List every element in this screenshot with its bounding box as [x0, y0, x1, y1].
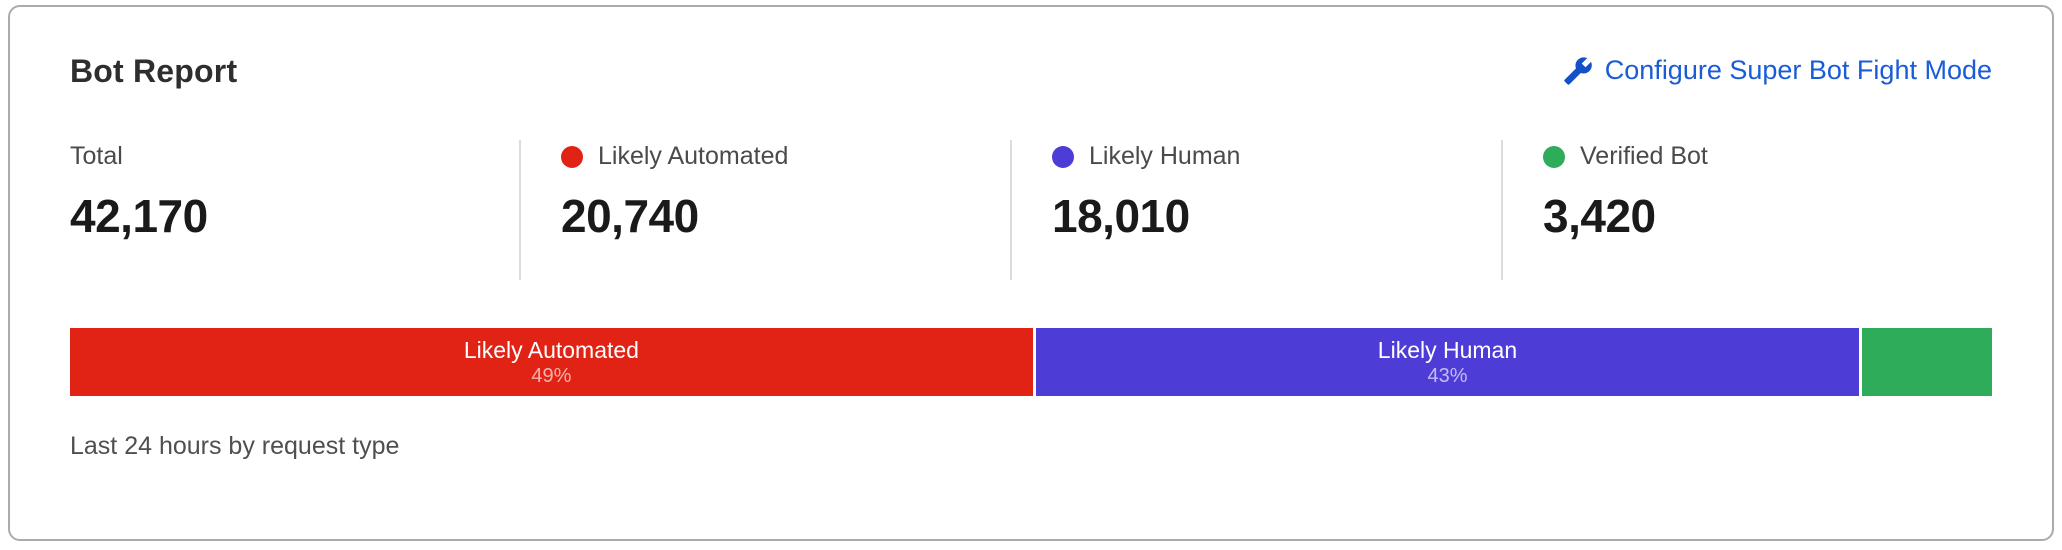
- card-header: Bot Report Configure Super Bot Fight Mod…: [70, 53, 1992, 90]
- card-title: Bot Report: [70, 53, 238, 89]
- bar-segment-text: Likely Human 43%: [1378, 336, 1517, 388]
- bar-segment-name: Likely Human: [1377, 337, 1518, 363]
- configure-link-label: Configure Super Bot Fight Mode: [1604, 55, 1992, 85]
- configure-super-bot-fight-mode-link[interactable]: Configure Super Bot Fight Mode: [1563, 55, 1992, 86]
- verified-bot-dot: [1543, 145, 1565, 168]
- stats-row: Total 42,170 Likely Automated 20,740 Lik…: [70, 140, 1992, 280]
- stat-total: Total 42,170: [70, 140, 519, 280]
- bar-segment-likely-human: Likely Human 43%: [1035, 328, 1860, 396]
- bar-segment-percent: 49%: [531, 365, 572, 387]
- stat-verified-bot-value: 3,420: [1543, 190, 1656, 242]
- stat-total-value: 42,170: [70, 190, 208, 242]
- stat-label-row: Likely Automated: [561, 142, 1010, 171]
- stacked-bar-chart: Likely Automated 49% Likely Human 43%: [70, 328, 1992, 396]
- stat-label-row: Likely Human: [1052, 142, 1501, 171]
- stat-likely-human: Likely Human 18,010: [1010, 140, 1501, 280]
- stat-likely-automated-value: 20,740: [561, 190, 699, 242]
- bar-segment-name: Likely Automated: [463, 337, 639, 363]
- chart-caption: Last 24 hours by request type: [70, 432, 400, 460]
- stat-label-row: Verified Bot: [1543, 142, 1992, 171]
- stat-likely-human-label: Likely Human: [1089, 142, 1241, 170]
- bot-report-card: Bot Report Configure Super Bot Fight Mod…: [8, 5, 2054, 541]
- stat-verified-bot-label: Verified Bot: [1580, 142, 1708, 170]
- wrench-icon: [1564, 56, 1592, 85]
- stat-likely-automated-label: Likely Automated: [598, 142, 789, 170]
- bar-segment-text: Likely Automated 49%: [464, 336, 639, 388]
- stat-label-row: Total: [70, 142, 519, 171]
- stat-likely-human-value: 18,010: [1052, 190, 1190, 242]
- stat-likely-automated: Likely Automated 20,740: [519, 140, 1010, 280]
- bar-segment-likely-automated: Likely Automated 49%: [70, 328, 1033, 396]
- stat-total-label: Total: [70, 142, 123, 170]
- bar-segment-verified-bot: [1862, 328, 1992, 396]
- likely-automated-dot: [561, 145, 583, 168]
- likely-human-dot: [1052, 145, 1074, 168]
- stat-verified-bot: Verified Bot 3,420: [1501, 140, 1992, 280]
- bar-segment-percent: 43%: [1427, 365, 1468, 387]
